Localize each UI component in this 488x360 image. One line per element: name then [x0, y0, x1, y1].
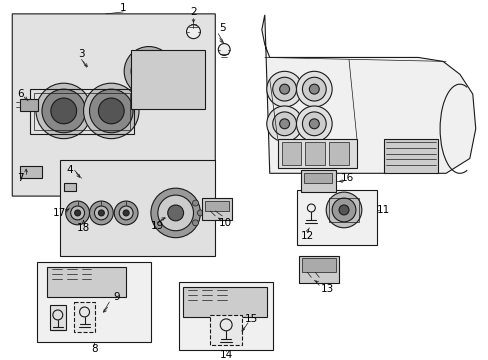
Circle shape [296, 71, 331, 107]
Bar [281, 141, 301, 165]
Polygon shape [12, 14, 215, 196]
Bar [383, 139, 437, 173]
Bar [301, 170, 335, 192]
Circle shape [272, 112, 296, 136]
Circle shape [296, 106, 331, 141]
Circle shape [83, 83, 139, 139]
Bar [328, 141, 348, 165]
Circle shape [169, 63, 197, 91]
Circle shape [279, 119, 289, 129]
Text: 11: 11 [376, 205, 389, 215]
Bar [299, 256, 338, 283]
Circle shape [331, 198, 355, 222]
Text: 9: 9 [113, 292, 119, 302]
Bar [178, 282, 272, 350]
Bar [37, 262, 151, 342]
Circle shape [139, 62, 159, 81]
Bar [47, 267, 126, 297]
Circle shape [309, 84, 319, 94]
Bar [182, 287, 266, 317]
Bar [50, 305, 65, 330]
Circle shape [192, 220, 198, 226]
Bar [210, 315, 242, 345]
Circle shape [279, 84, 289, 94]
Text: 8: 8 [91, 343, 98, 354]
Polygon shape [261, 15, 475, 173]
Circle shape [98, 210, 104, 216]
Text: 7: 7 [17, 173, 23, 183]
Text: 10: 10 [218, 218, 231, 228]
Bar [131, 50, 205, 109]
Circle shape [98, 98, 124, 124]
Bar [74, 302, 95, 332]
Bar [20, 99, 38, 111]
Circle shape [266, 71, 302, 107]
Circle shape [131, 54, 166, 89]
Circle shape [65, 201, 89, 225]
Bar [34, 93, 130, 130]
Circle shape [167, 205, 183, 221]
Circle shape [89, 89, 133, 133]
Circle shape [197, 210, 203, 216]
Circle shape [114, 201, 138, 225]
Text: 1: 1 [120, 3, 126, 13]
Text: 13: 13 [320, 284, 333, 294]
Circle shape [94, 206, 108, 220]
Circle shape [266, 106, 302, 141]
Circle shape [338, 205, 348, 215]
Text: 12: 12 [300, 231, 313, 241]
Text: 4: 4 [66, 165, 73, 175]
Circle shape [42, 89, 85, 133]
Bar [277, 139, 356, 168]
Circle shape [124, 46, 173, 96]
Circle shape [186, 25, 200, 39]
Bar [205, 201, 229, 211]
Bar [305, 141, 325, 165]
Bar [302, 258, 335, 273]
Circle shape [151, 188, 200, 238]
Circle shape [119, 206, 133, 220]
Circle shape [71, 206, 84, 220]
Text: 16: 16 [340, 173, 353, 183]
Text: 18: 18 [77, 223, 90, 233]
Circle shape [175, 69, 191, 85]
Circle shape [272, 77, 296, 101]
Text: 6: 6 [17, 89, 23, 99]
Bar [297, 190, 376, 245]
Text: 3: 3 [78, 49, 85, 59]
Bar [304, 173, 331, 183]
Text: 17: 17 [53, 208, 66, 218]
Circle shape [158, 195, 193, 231]
Circle shape [302, 112, 325, 136]
Text: 19: 19 [151, 221, 164, 231]
Circle shape [36, 83, 91, 139]
Circle shape [325, 192, 361, 228]
Bar [328, 198, 358, 222]
Circle shape [218, 44, 230, 55]
Bar [63, 183, 76, 191]
Text: 2: 2 [190, 7, 196, 17]
Circle shape [163, 58, 203, 97]
Bar [202, 198, 232, 220]
Circle shape [75, 210, 81, 216]
Circle shape [89, 201, 113, 225]
Text: 14: 14 [219, 350, 232, 360]
Circle shape [309, 119, 319, 129]
Polygon shape [60, 161, 215, 256]
Bar [30, 89, 134, 134]
Text: 15: 15 [245, 314, 258, 324]
Circle shape [51, 98, 77, 124]
Text: 5: 5 [219, 23, 225, 33]
Bar [20, 166, 42, 178]
Circle shape [302, 77, 325, 101]
Circle shape [123, 210, 129, 216]
Circle shape [192, 200, 198, 206]
